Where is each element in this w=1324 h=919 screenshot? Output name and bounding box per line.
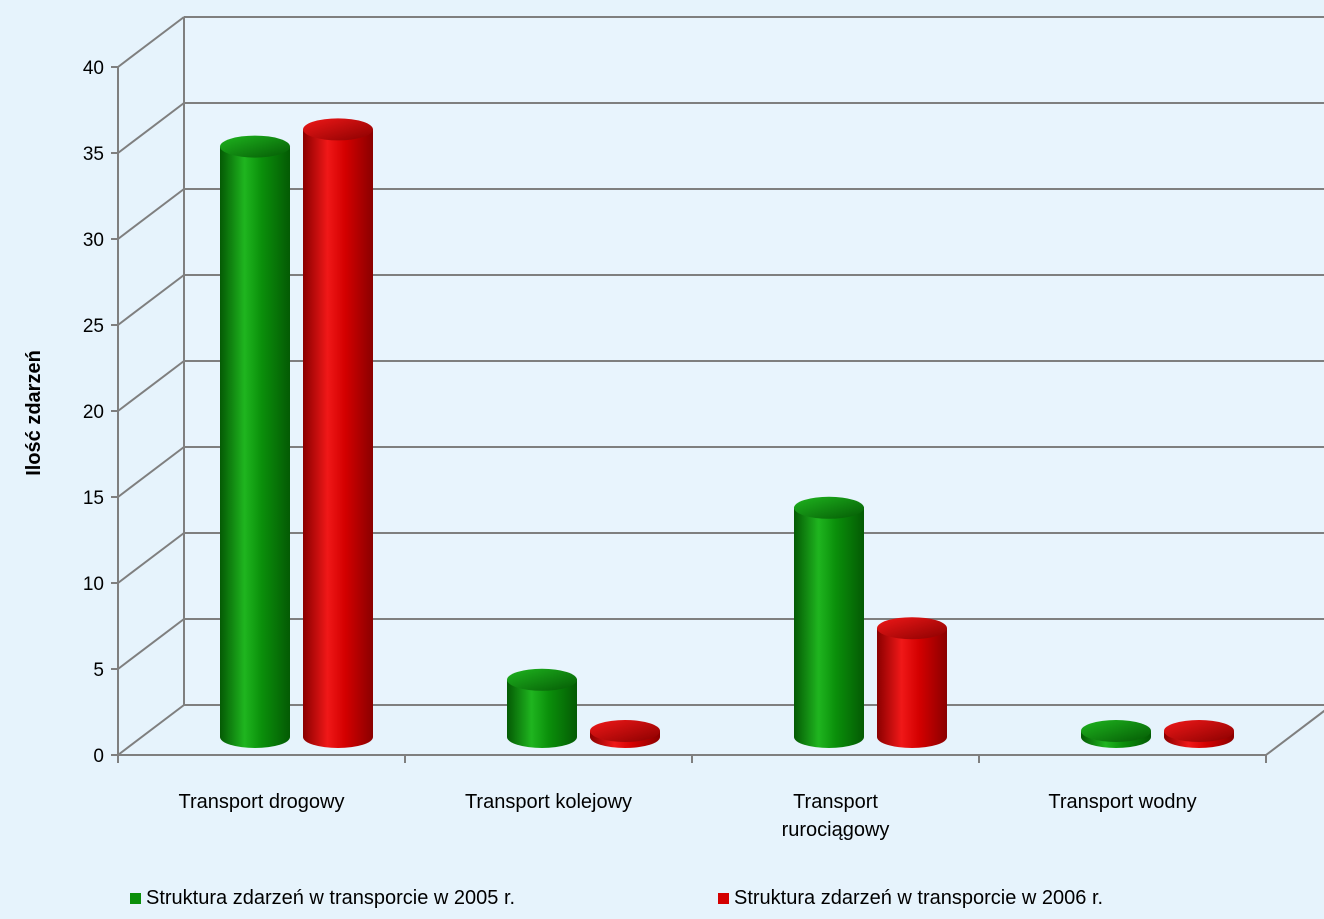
y-axis-label: Ilość zdarzeń	[23, 350, 45, 476]
x-category-label: Transport rurociągowy	[782, 791, 890, 841]
legend-swatch	[718, 893, 729, 904]
gridline	[117, 188, 1324, 240]
bar	[794, 496, 864, 748]
legend: Struktura zdarzeń w transporcie w 2005 r…	[130, 887, 1103, 909]
bar	[877, 617, 947, 748]
gridline	[117, 446, 1324, 498]
gridline	[117, 16, 1324, 68]
y-tick-label: 5	[93, 660, 104, 681]
y-tick-label: 15	[83, 488, 104, 509]
legend-label: Struktura zdarzeń w transporcie w 2006 r…	[734, 887, 1103, 909]
legend-label: Struktura zdarzeń w transporcie w 2005 r…	[146, 887, 515, 909]
legend-swatch	[130, 893, 141, 904]
x-category-label: Transport wodny	[1048, 791, 1196, 813]
y-tick-label: 40	[83, 58, 104, 79]
labels: 0 5 10 15 20 25 30 35 40 Transport drogowy Transpo…	[83, 58, 1197, 841]
gridline	[117, 704, 1324, 756]
y-tick-label: 25	[83, 316, 104, 337]
x-category-label: Transport kolejowy	[465, 791, 632, 813]
gridline	[117, 102, 1324, 154]
bar	[303, 118, 373, 748]
gridlines	[117, 16, 1324, 756]
gridline	[117, 532, 1324, 584]
gridline	[117, 274, 1324, 326]
y-tick-label: 35	[83, 144, 104, 165]
bar	[507, 668, 577, 748]
axes	[111, 17, 1324, 763]
floor-right-edge	[1265, 709, 1324, 756]
legend-entry: Struktura zdarzeń w transporcie w 2006 r…	[718, 887, 1103, 909]
x-category-label: Transport drogowy	[179, 791, 345, 813]
bar	[590, 720, 660, 748]
bar	[220, 135, 290, 749]
bar	[1164, 720, 1234, 748]
y-tick-label: 30	[83, 230, 104, 251]
y-tick-label: 20	[83, 402, 104, 423]
bar	[1081, 720, 1151, 748]
gridline	[117, 618, 1324, 670]
legend-entry: Struktura zdarzeń w transporcie w 2005 r…	[130, 887, 515, 909]
y-tick-label: 0	[93, 746, 104, 767]
gridline	[117, 360, 1324, 412]
bars	[220, 118, 1234, 749]
y-tick-label: 10	[83, 574, 104, 595]
